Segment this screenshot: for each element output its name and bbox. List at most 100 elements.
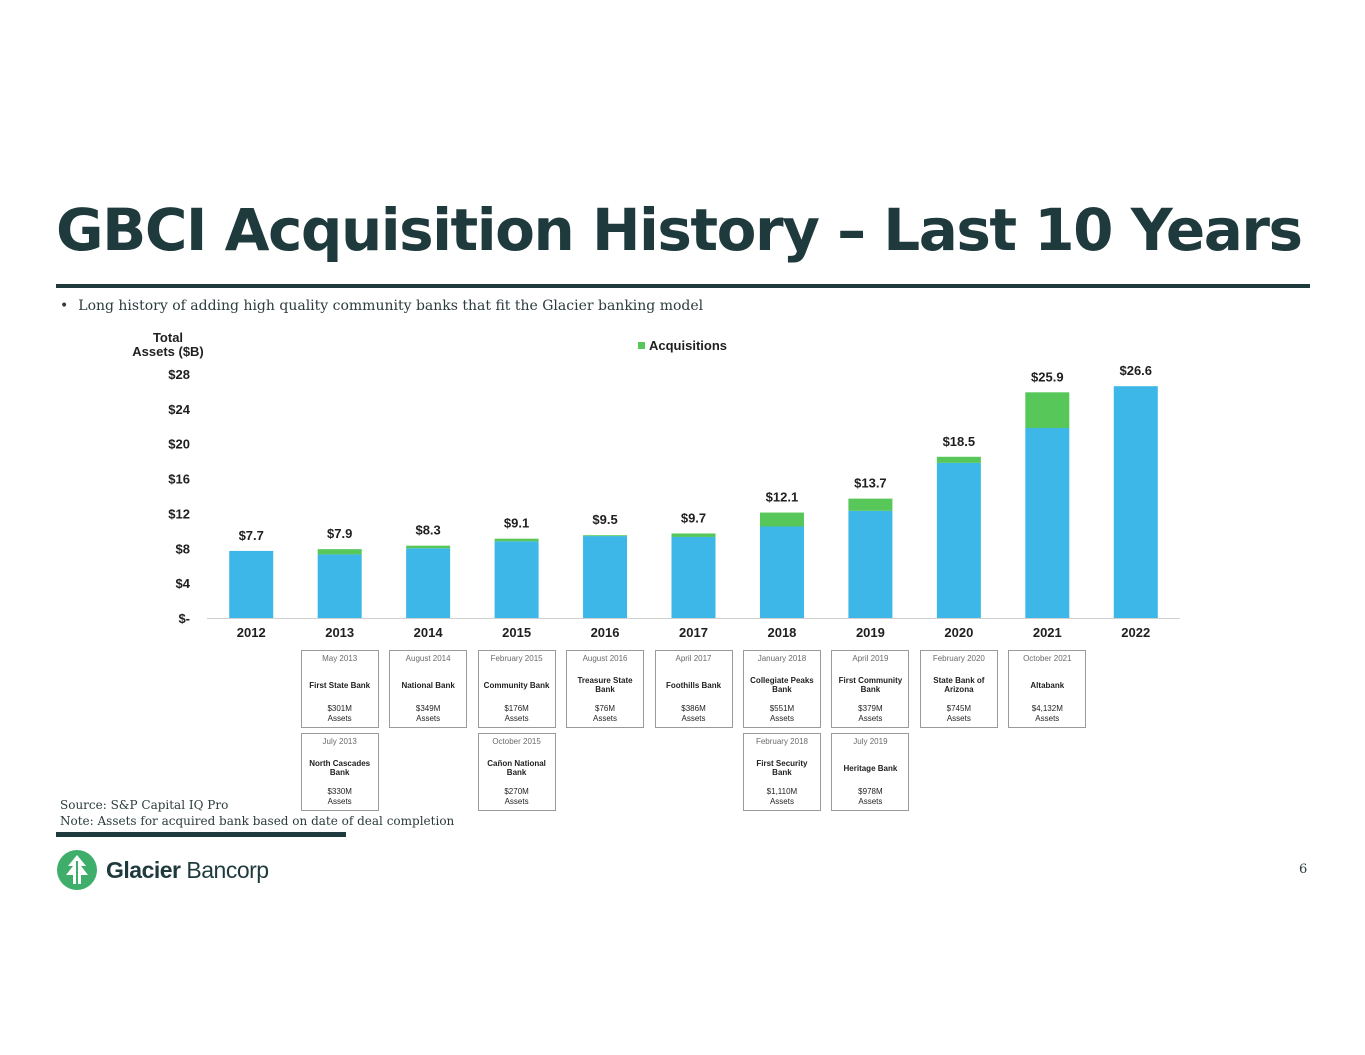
brand-name-light: Bancorp xyxy=(180,856,269,883)
bar-total-label: $8.3 xyxy=(415,523,440,538)
deal-assets: $301M Assets xyxy=(302,704,378,724)
deal-assets-value: $301M xyxy=(327,704,352,713)
deal-assets: $745M Assets xyxy=(921,704,997,724)
tree-logo-icon xyxy=(57,850,97,890)
y-tick-label: $16 xyxy=(168,472,190,487)
bank-logo: First Security Bank xyxy=(756,759,808,777)
legend-swatch-acquisitions xyxy=(638,342,645,349)
bar-total-label: $12.1 xyxy=(766,490,799,505)
deal-date: April 2019 xyxy=(852,654,889,663)
bullet-marker: • xyxy=(60,298,69,314)
page-number: 6 xyxy=(1299,862,1308,877)
deal-assets-label: Assets xyxy=(858,714,883,723)
bar-acquisition-2020 xyxy=(936,456,981,463)
deal-assets-value: $349M xyxy=(415,704,441,713)
deal-assets-value: $270M xyxy=(504,787,529,796)
x-tick-label: 2014 xyxy=(414,625,444,640)
deal-card: July 2019 Heritage Bank $978M Assets xyxy=(831,733,910,811)
deal-date: October 2015 xyxy=(492,737,541,746)
deal-assets: $176M Assets xyxy=(479,704,555,724)
deal-assets-value: $176M xyxy=(504,704,529,713)
deal-card: October 2021 Altabank $4,132M Assets xyxy=(1008,650,1087,728)
deal-card: April 2019 First Community Bank $379M Asset… xyxy=(831,650,910,728)
bar-organic-2014 xyxy=(406,548,451,618)
deal-assets-label: Assets xyxy=(946,714,971,723)
deal-assets-value: $386M xyxy=(681,704,706,713)
bank-logo: National Bank xyxy=(401,680,455,690)
deal-assets-label: Assets xyxy=(681,714,706,723)
deal-assets-label: Assets xyxy=(504,797,529,806)
note-text: Note: Assets for acquired bank based on … xyxy=(60,814,455,828)
deal-card: February 2018 First Security Bank $1,110M A… xyxy=(742,733,821,811)
bank-logo: Treasure State Bank xyxy=(577,676,633,694)
bar-organic-2022 xyxy=(1113,386,1158,618)
y-tick-label: $8 xyxy=(176,541,190,556)
deal-date: February 2020 xyxy=(932,654,985,663)
deal-assets: $386M Assets xyxy=(656,704,732,724)
brand-name-bold: Glacier xyxy=(106,856,181,883)
deal-assets-label: Assets xyxy=(858,797,883,806)
bar-total-label: $9.1 xyxy=(504,516,529,531)
deal-assets-label: Assets xyxy=(327,714,352,723)
x-tick-label: 2013 xyxy=(325,625,354,640)
deal-assets-label: Assets xyxy=(416,714,441,723)
x-tick-label: 2022 xyxy=(1121,625,1150,640)
y-tick-label: $- xyxy=(178,611,190,626)
deal-date: February 2018 xyxy=(755,737,808,746)
deal-assets-label: Assets xyxy=(1035,714,1060,723)
deal-assets: $76M Assets xyxy=(567,704,643,724)
deal-assets: $4,132M Assets xyxy=(1009,704,1085,724)
bullet-point: • Long history of adding high quality com… xyxy=(60,298,703,314)
bar-organic-2016 xyxy=(583,536,628,618)
deal-assets: $379M Assets xyxy=(832,704,908,724)
bar-total-label: $7.9 xyxy=(327,526,352,541)
bar-acquisition-2014 xyxy=(406,545,451,549)
deal-date: August 2014 xyxy=(405,654,451,663)
legend-label-acquisitions: Acquisitions xyxy=(649,338,727,353)
deal-date: July 2013 xyxy=(322,737,357,746)
bar-total-label: $7.7 xyxy=(239,528,264,543)
deal-date: August 2016 xyxy=(582,654,628,663)
bar-organic-2019 xyxy=(848,510,893,618)
bar-total-label: $25.9 xyxy=(1031,369,1064,384)
x-tick-label: 2017 xyxy=(679,625,708,640)
deal-card: January 2018 Collegiate Peaks Bank $551M As… xyxy=(742,650,821,728)
deal-assets: $551M Assets xyxy=(744,704,820,724)
deal-card: April 2017 Foothills Bank $386M Assets xyxy=(654,650,733,728)
deal-card: February 2015 Community Bank $176M Assets xyxy=(477,650,556,728)
bar-acquisition-2016 xyxy=(583,535,628,537)
y-tick-label: $20 xyxy=(168,437,190,452)
bank-logo: State Bank of Arizona xyxy=(933,676,985,694)
bar-acquisition-2019 xyxy=(848,498,893,511)
deal-date: April 2017 xyxy=(675,654,712,663)
deal-assets-value: $330M xyxy=(327,787,352,796)
y-tick-label: $28 xyxy=(168,367,190,382)
bullet-text: Long history of adding high quality comm… xyxy=(78,298,704,314)
x-tick-label: 2016 xyxy=(591,625,620,640)
bar-acquisition-2021 xyxy=(1025,392,1070,429)
bar-acquisition-2013 xyxy=(317,549,362,555)
title-divider xyxy=(56,284,1310,288)
deal-card: October 2015 Cañon National Bank $270M Asse… xyxy=(477,733,556,811)
deal-assets: $1,110M Assets xyxy=(744,787,820,807)
deal-assets-label: Assets xyxy=(769,714,794,723)
source-notes: Source: S&P Capital IQ Pro Note: Assets … xyxy=(60,797,454,829)
deal-date: January 2018 xyxy=(757,654,807,663)
deal-card: August 2014 National Bank $349M Assets xyxy=(389,650,468,728)
deal-assets-value: $745M xyxy=(946,704,972,713)
bar-total-label: $9.7 xyxy=(681,510,706,525)
bar-organic-2013 xyxy=(317,554,362,618)
deal-assets: $349M Assets xyxy=(390,704,466,724)
x-tick-label: 2012 xyxy=(237,625,266,640)
bar-organic-2012 xyxy=(229,550,274,618)
bar-total-label: $13.7 xyxy=(854,476,887,491)
x-tick-label: 2021 xyxy=(1033,625,1062,640)
x-tick-label: 2020 xyxy=(944,625,973,640)
deal-assets-label: Assets xyxy=(593,714,618,723)
bar-total-label: $18.5 xyxy=(943,434,976,449)
bar-organic-2021 xyxy=(1025,428,1070,618)
deal-assets-label: Assets xyxy=(327,797,352,806)
deal-card: February 2020 State Bank of Arizona $745M A… xyxy=(919,650,998,728)
bank-logo: Cañon National Bank xyxy=(487,759,546,777)
